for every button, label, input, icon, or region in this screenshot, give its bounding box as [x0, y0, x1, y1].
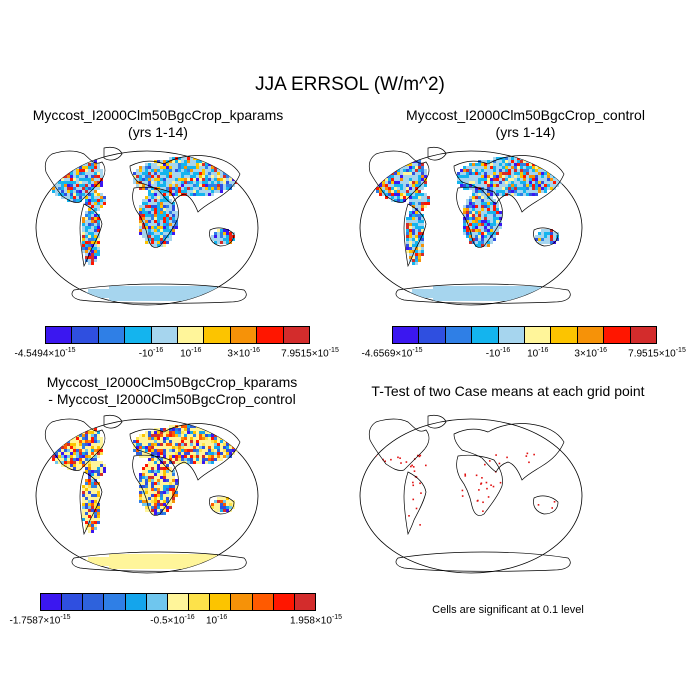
colorbar-label: 10-16	[206, 614, 228, 627]
colorbar-label: -4.5494×10-15	[14, 347, 76, 360]
colorbar-swatch	[146, 594, 168, 610]
panel3-title-line2: - Myccost_I2000Clm50BgcCrop_control	[48, 391, 296, 407]
colorbar-swatch	[604, 327, 631, 343]
main-title: JJA ERRSOL (W/m^2)	[255, 74, 445, 95]
colorbar-swatch	[178, 327, 205, 343]
panel4-title: T-Test of two Case means at each grid po…	[358, 383, 658, 400]
colorbar-swatch	[393, 327, 420, 343]
panel3-colorbar	[40, 593, 316, 611]
colorbar-swatch	[62, 594, 84, 610]
colorbar-swatch	[273, 594, 295, 610]
significance-note: Cells are significant at 0.1 level	[432, 604, 584, 616]
panel1-title-line2: (yrs 1-14)	[128, 124, 188, 140]
colorbar-swatch	[189, 594, 211, 610]
colorbar-swatch	[294, 594, 316, 610]
colorbar-label: 7.9515×10-15	[628, 347, 686, 360]
colorbar-swatch	[551, 327, 578, 343]
colorbar-swatch	[283, 327, 310, 343]
panel1-map	[35, 146, 259, 306]
colorbar-swatch	[525, 327, 552, 343]
colorbar-swatch	[498, 327, 526, 343]
panel1-colorbar	[45, 326, 310, 344]
colorbar-swatch	[151, 327, 179, 343]
colorbar-swatch	[257, 327, 284, 343]
colorbar-label: 1.958×10-15	[289, 614, 343, 627]
colorbar-label: -10-16	[485, 347, 511, 360]
panel3-map	[35, 414, 259, 574]
colorbar-label: 7.9515×10-15	[281, 347, 339, 360]
colorbar-label: 10-16	[527, 347, 549, 360]
map-projection-outline	[359, 418, 583, 574]
colorbar-swatch	[472, 327, 499, 343]
colorbar-label: 10-16	[180, 347, 202, 360]
colorbar-swatch	[577, 327, 605, 343]
panel4-title-line1: T-Test of two Case means at each grid po…	[371, 383, 645, 399]
panel2-title: Myccost_I2000Clm50BgcCrop_control (yrs 1…	[383, 107, 668, 141]
colorbar-swatch	[125, 594, 147, 610]
panel3-title-line1: Myccost_I2000Clm50BgcCrop_kparams	[46, 374, 298, 390]
colorbar-swatch	[445, 327, 473, 343]
colorbar-swatch	[419, 327, 446, 343]
panel2-title-line2: (yrs 1-14)	[495, 124, 556, 140]
colorbar-label: -10-16	[138, 347, 164, 360]
map-field	[49, 154, 244, 301]
colorbar-swatch	[83, 594, 105, 610]
colorbar-label: -0.5×10-16	[150, 614, 195, 627]
colorbar-swatch	[72, 327, 99, 343]
colorbar-label: 3×10-16	[227, 347, 261, 360]
panel1-title: Myccost_I2000Clm50BgcCrop_kparams (yrs 1…	[18, 107, 298, 141]
panel1-title-line1: Myccost_I2000Clm50BgcCrop_kparams	[32, 107, 284, 123]
colorbar-swatch	[98, 327, 126, 343]
colorbar-label: -1.7587×10-15	[9, 614, 71, 627]
colorbar-label: -4.6569×10-15	[361, 347, 423, 360]
colorbar-swatch	[252, 594, 274, 610]
panel2-colorbar	[392, 326, 657, 344]
colorbar-swatch	[104, 594, 126, 610]
panel2-title-line1: Myccost_I2000Clm50BgcCrop_control	[406, 107, 645, 123]
panel3-title: Myccost_I2000Clm50BgcCrop_kparams - Mycc…	[22, 374, 322, 408]
colorbar-swatch	[231, 594, 253, 610]
colorbar-swatch	[41, 594, 63, 610]
colorbar-swatch	[204, 327, 231, 343]
colorbar-label: 3×10-16	[574, 347, 608, 360]
colorbar-swatch	[167, 594, 190, 610]
colorbar-swatch	[210, 594, 232, 610]
panel4-map	[359, 414, 583, 574]
panel2-map	[359, 146, 583, 306]
colorbar-swatch	[630, 327, 657, 343]
colorbar-swatch	[230, 327, 258, 343]
colorbar-swatch	[46, 327, 73, 343]
colorbar-swatch	[125, 327, 152, 343]
